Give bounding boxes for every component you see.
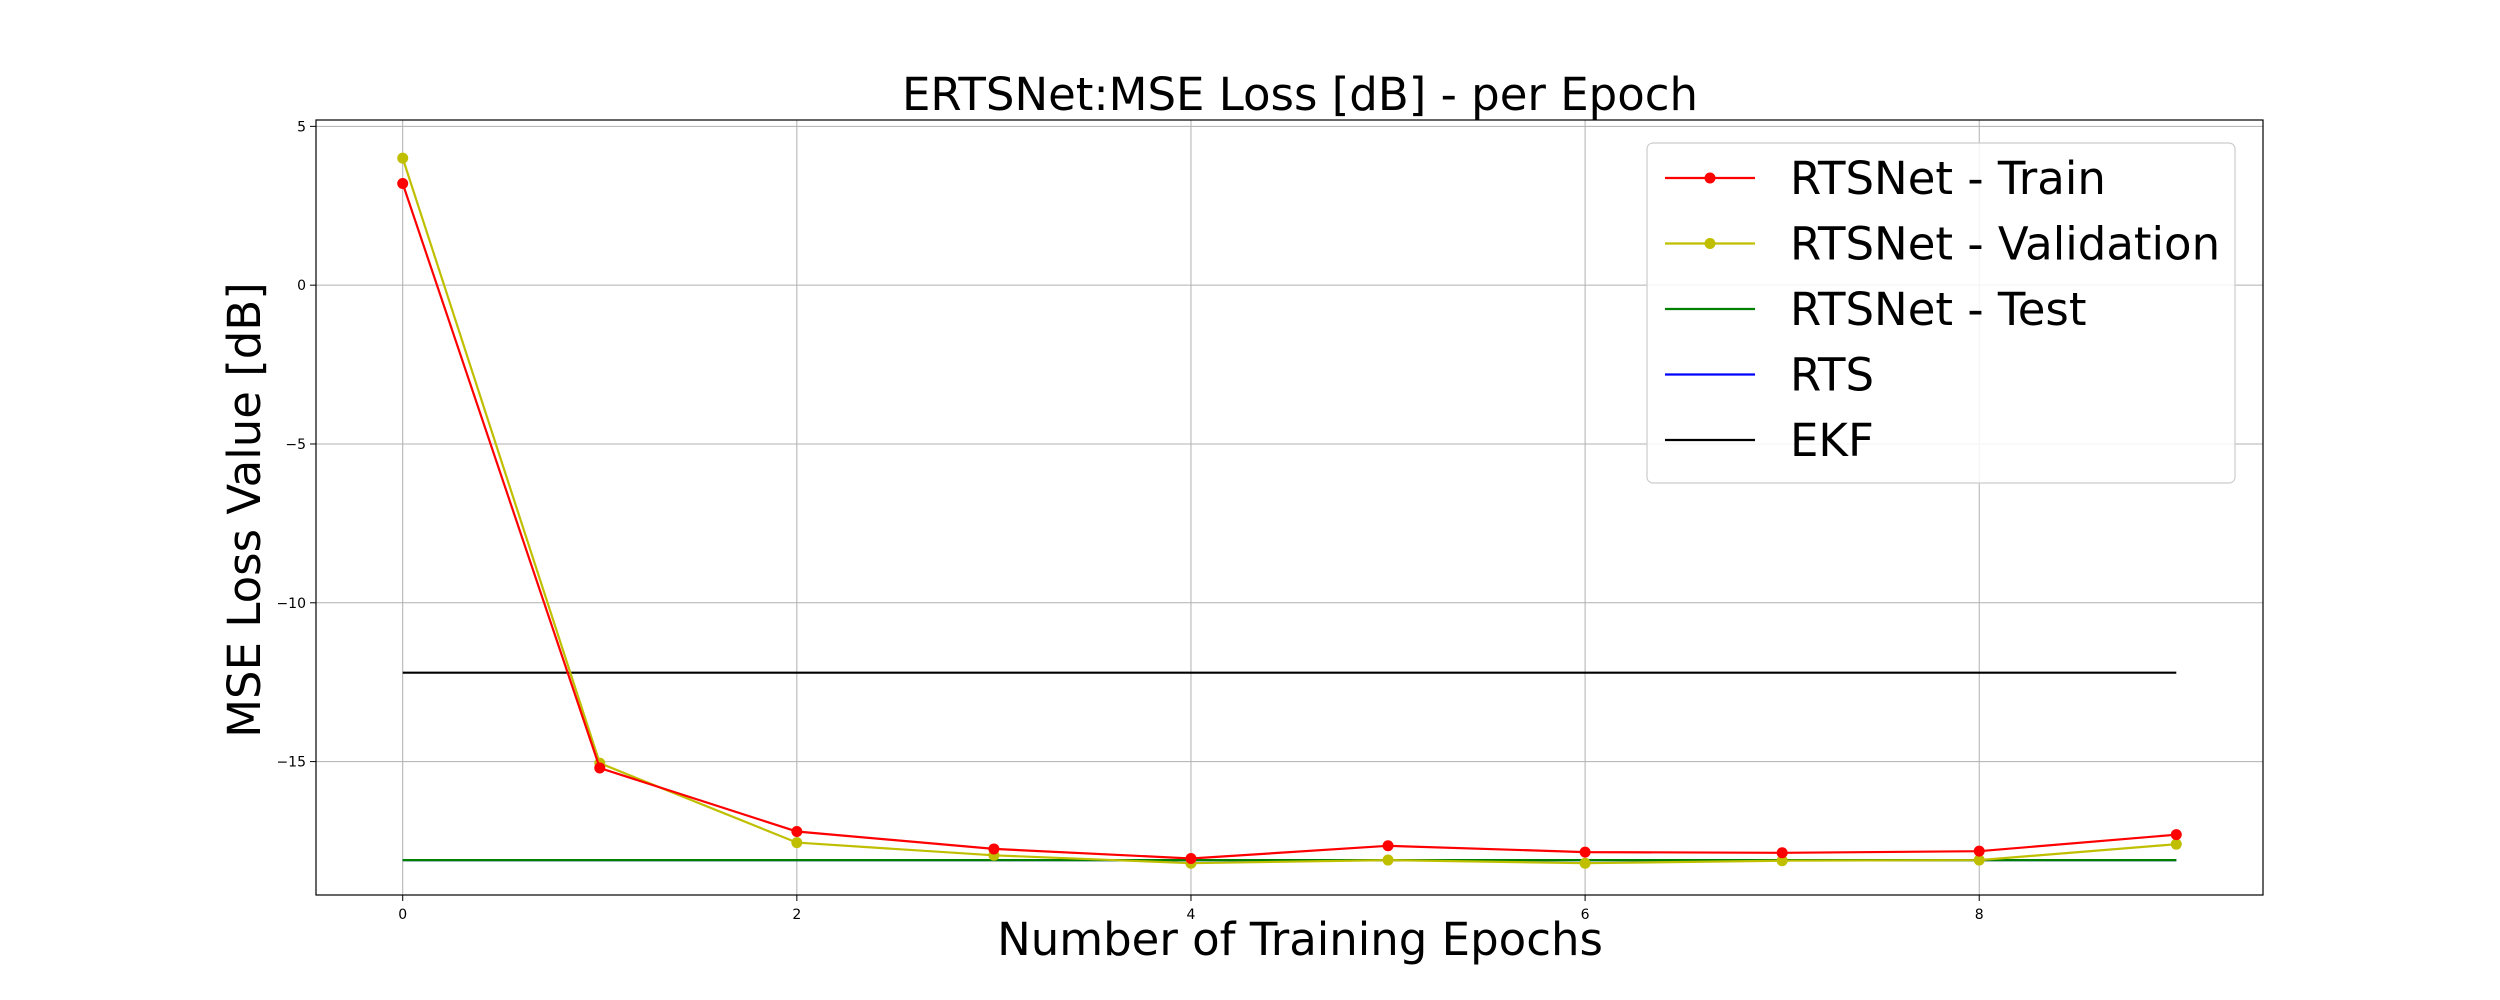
data-point-rtsnet-train (1185, 852, 1197, 864)
data-point-rtsnet-validation (1973, 854, 1985, 866)
legend-marker (1704, 238, 1716, 249)
legend-box (1646, 142, 2236, 484)
data-point-rtsnet-train (1382, 840, 1394, 852)
legend-label: RTSNet - Test (1790, 283, 2087, 336)
data-point-rtsnet-validation (1776, 855, 1788, 867)
data-point-rtsnet-validation (397, 152, 409, 164)
data-point-rtsnet-train (1579, 846, 1591, 858)
legend-item-ekf: EKF (1665, 414, 1874, 467)
data-point-rtsnet-train (1776, 847, 1788, 859)
data-point-rtsnet-validation (1382, 854, 1394, 866)
y-tick-label: 5 (297, 119, 306, 135)
legend-item-rts: RTS (1665, 349, 1874, 402)
legend-label: RTS (1790, 349, 1874, 402)
y-tick-label: 0 (297, 278, 306, 294)
legend-item-rtsnet-validation: RTSNet - Validation (1665, 218, 2220, 271)
legend-label: RTSNet - Train (1790, 152, 2106, 205)
x-tick-label: 6 (1581, 907, 1590, 923)
series-layer (397, 152, 2182, 869)
series-rtsnet-validation (397, 152, 2182, 869)
legend-marker (1704, 172, 1716, 184)
x-tick-label: 8 (1975, 907, 1984, 923)
data-point-rtsnet-validation (1579, 857, 1591, 869)
data-point-rtsnet-validation (791, 837, 803, 849)
chart-title: ERTSNet:MSE Loss [dB] - per Epoch (902, 68, 1698, 121)
legend-item-rtsnet-train: RTSNet - Train (1665, 152, 2106, 205)
y-axis-label: MSE Loss Value [dB] (218, 282, 271, 738)
data-point-rtsnet-train (1973, 845, 1985, 857)
legend: RTSNet - Train RTSNet - Validation RTSNet … (1646, 142, 2236, 484)
x-tick-label: 4 (1187, 907, 1196, 923)
data-point-rtsnet-train (594, 762, 606, 774)
legend-label: RTSNet - Validation (1790, 218, 2220, 271)
legend-item-rtsnet-test: RTSNet - Test (1665, 283, 2087, 336)
series-rtsnet-train (397, 178, 2182, 864)
y-tick-label: −10 (276, 596, 306, 612)
series-line-rtsnet-validation (401, 157, 2177, 865)
data-point-rtsnet-train (791, 825, 803, 837)
y-tick-label: −5 (285, 437, 306, 453)
x-tick-label: 2 (792, 907, 801, 923)
legend-label: EKF (1790, 414, 1874, 467)
data-point-rtsnet-validation (2170, 838, 2182, 850)
plot-area-frame (315, 119, 2264, 896)
x-axis-label: Number of Training Epochs (997, 913, 1603, 966)
ticks: 0 2 4 6 8 5 0 −5 −10 −15 (276, 119, 1983, 923)
grid (316, 120, 2263, 895)
data-point-rtsnet-train (397, 178, 409, 190)
x-tick-label: 0 (398, 907, 407, 923)
data-point-rtsnet-train (988, 843, 1000, 855)
series-line-rtsnet-train (401, 183, 2177, 860)
data-point-rtsnet-train (2170, 829, 2182, 841)
y-tick-label: −15 (276, 755, 306, 771)
